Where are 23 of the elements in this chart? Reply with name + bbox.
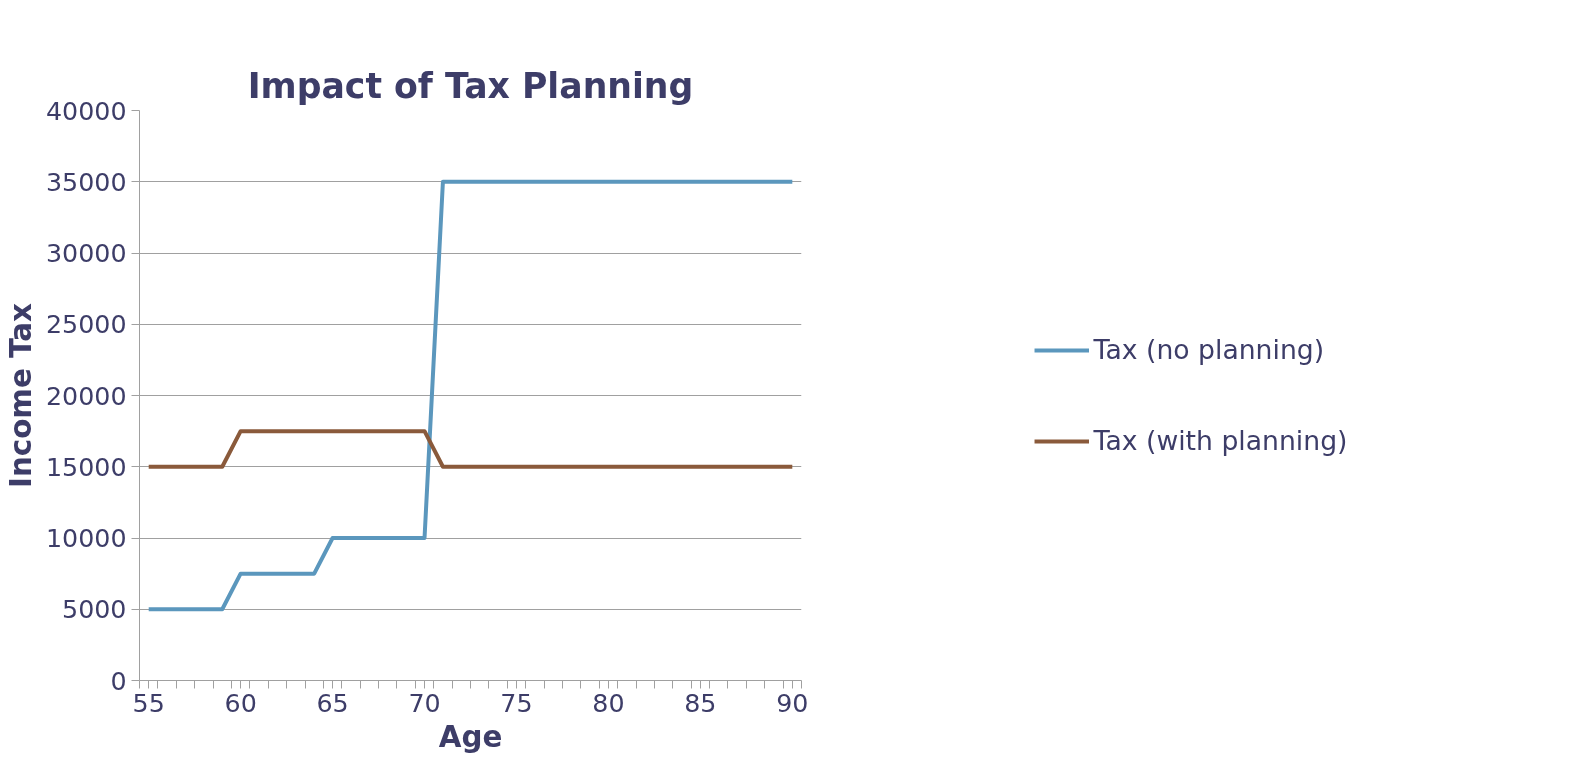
y-axis-title: Income Tax	[3, 302, 38, 488]
x-tick-label: 75	[500, 687, 533, 718]
x-tick-label: 90	[776, 687, 809, 718]
y-tick-label: 10000	[45, 523, 127, 553]
x-tick-label: 60	[224, 687, 257, 718]
x-tick-label: 70	[408, 687, 441, 718]
y-tick-label: 15000	[45, 451, 127, 482]
x-tick-label: 65	[316, 687, 349, 718]
chart-title: Impact of Tax Planning	[247, 65, 694, 106]
y-tick-label: 25000	[45, 309, 127, 340]
y-tick-label: 40000	[45, 95, 127, 126]
x-axis-title: Age	[438, 719, 503, 754]
x-tick-label: 80	[592, 687, 625, 718]
y-tick-label: 35000	[45, 166, 127, 197]
legend-label: Tax (with planning)	[1093, 425, 1348, 456]
x-tick-label: 55	[132, 687, 165, 718]
y-tick-label: 0	[110, 665, 127, 696]
y-tick-label: 30000	[45, 238, 127, 268]
line-series	[146, 179, 795, 612]
x-tick-label: 85	[684, 687, 717, 718]
legend-label: Tax (no planning)	[1093, 334, 1325, 365]
y-tick-label: 20000	[45, 380, 127, 411]
y-tick-label: 5000	[62, 594, 127, 625]
